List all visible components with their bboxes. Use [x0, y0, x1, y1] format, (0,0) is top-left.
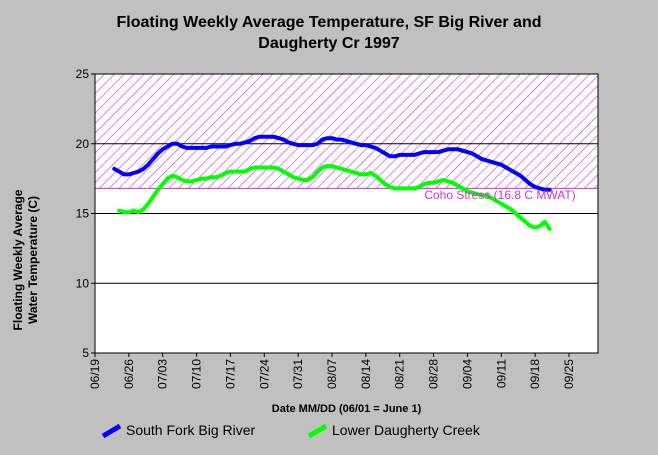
x-tick-label-07-10: 07/10: [190, 359, 204, 389]
x-tick-label-07-03: 07/03: [156, 359, 170, 389]
coho-stress-label: Coho Stress (16.8 C MWAT): [424, 188, 575, 202]
x-tick-label-06-19: 06/19: [88, 359, 102, 389]
chart-title-line-1: Floating Weekly Average Temperature, SF …: [116, 14, 542, 31]
x-tick-label-07-24: 07/24: [257, 359, 271, 389]
y-tick-label-15: 15: [76, 207, 90, 221]
x-tick-label-08-14: 08/14: [359, 359, 373, 389]
x-tick-label-08-28: 08/28: [427, 359, 441, 389]
series-line-south-fork: [112, 134, 552, 192]
x-tick-label-09-25: 09/25: [562, 359, 576, 389]
x-tick-label-09-11: 09/11: [494, 359, 508, 388]
y-tick-label-10: 10: [76, 276, 90, 290]
y-tick-label-5: 5: [82, 346, 89, 360]
legend-label-daugherty: Lower Daugherty Creek: [332, 422, 480, 438]
legend-swatch-daugherty: [307, 423, 328, 439]
x-tick-label-08-21: 08/21: [393, 359, 407, 389]
legend-swatch-south-fork: [101, 423, 122, 439]
y-tick-label-25: 25: [76, 67, 90, 81]
x-tick-label-07-17: 07/17: [223, 359, 237, 389]
x-axis-label: Date MM/DD (06/01 = June 1): [271, 403, 422, 415]
legend-label-south-fork: South Fork Big River: [126, 422, 256, 438]
series-line-daugherty: [117, 164, 552, 231]
x-tick-label-09-18: 09/18: [528, 359, 542, 389]
x-tick-label-06-26: 06/26: [122, 359, 136, 389]
x-tick-label-09-04: 09/04: [460, 359, 474, 389]
x-tick-label-08-07: 08/07: [325, 359, 339, 389]
chart-title-line-2: Daugherty Cr 1997: [258, 35, 400, 52]
y-tick-label-20: 20: [76, 137, 90, 151]
x-tick-label-07-31: 07/31: [291, 359, 305, 389]
